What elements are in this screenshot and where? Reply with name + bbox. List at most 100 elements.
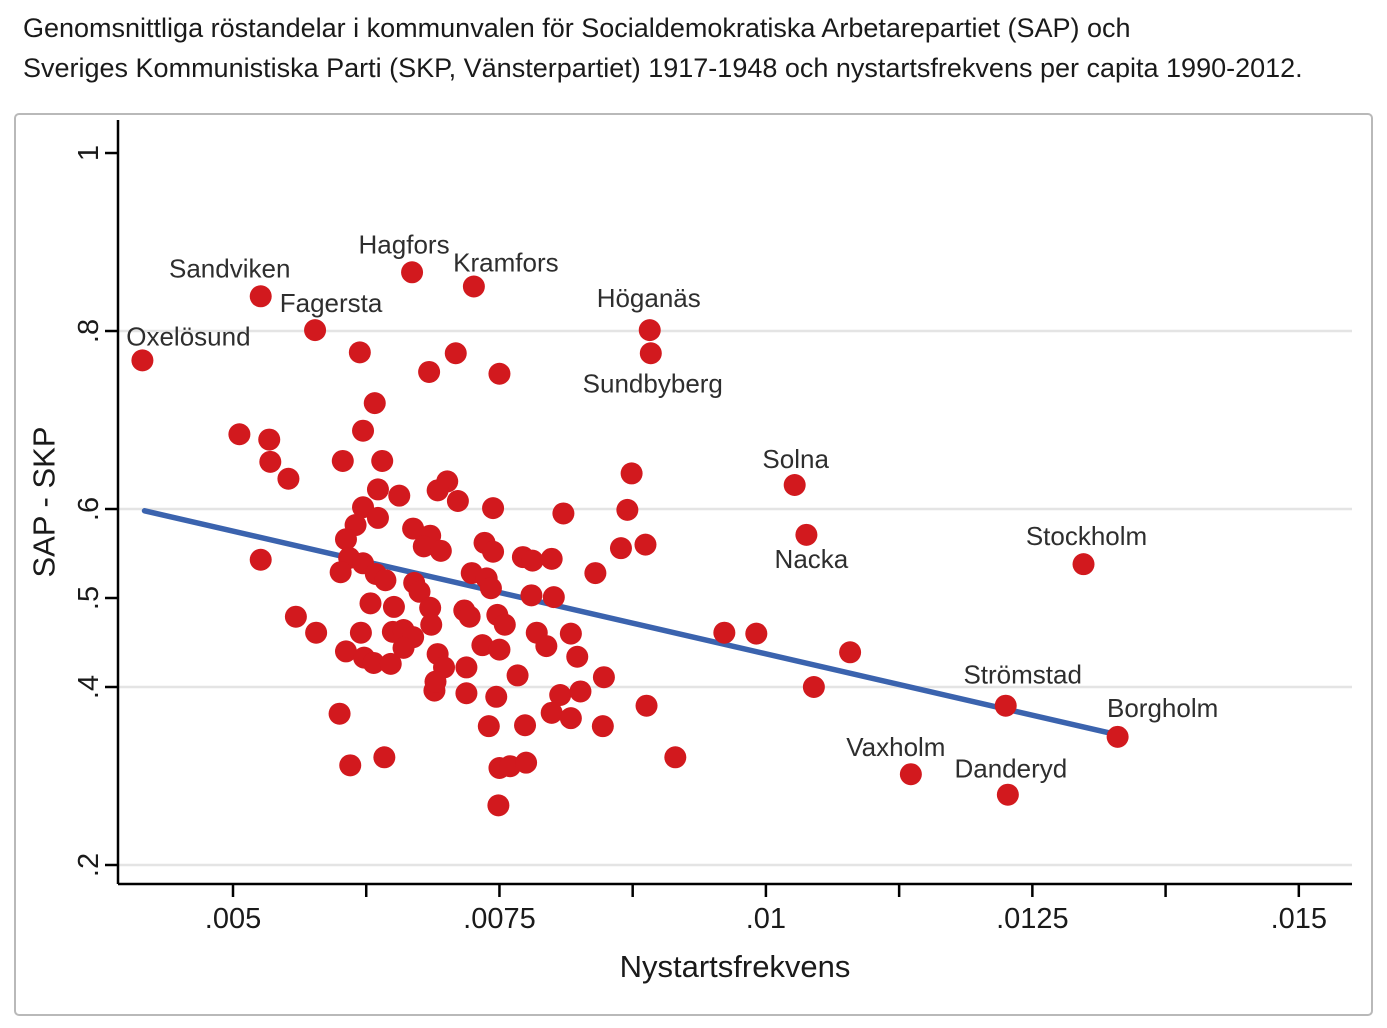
data-point	[359, 592, 382, 615]
y-axis-title: SAP - SKP	[27, 426, 62, 577]
data-point	[487, 794, 510, 817]
data-point	[635, 694, 658, 717]
data-point	[540, 547, 563, 570]
data-point	[520, 584, 543, 607]
data-point	[444, 342, 467, 365]
point-label-kramfors: Kramfors	[453, 248, 558, 278]
data-point	[802, 676, 825, 699]
x-tick-label-.0075: .0075	[463, 903, 536, 935]
data-point	[382, 595, 405, 618]
data-point	[331, 449, 354, 472]
data-point	[493, 613, 516, 636]
data-point	[488, 638, 511, 661]
data-point-hoganas	[638, 319, 661, 342]
chart-title-line2: Sveriges Kommunistiska Parti (SKP, Vänst…	[23, 53, 1303, 83]
data-point	[713, 621, 736, 644]
data-point	[402, 517, 425, 540]
chart-title-line1: Genomsnittliga röstandelar i kommunvalen…	[23, 13, 1131, 43]
data-point-stockholm	[1072, 553, 1095, 576]
data-point	[392, 636, 415, 659]
data-point	[488, 362, 511, 385]
data-point	[471, 634, 494, 657]
data-point	[569, 680, 592, 703]
data-point	[559, 707, 582, 730]
data-point	[362, 651, 385, 674]
y-tick-label-.4: .4	[73, 675, 105, 699]
data-point	[339, 754, 362, 777]
data-point	[549, 684, 572, 707]
data-point	[412, 535, 435, 558]
data-point	[373, 746, 396, 769]
data-point-sundbyberg	[639, 342, 662, 365]
data-point	[485, 685, 508, 708]
data-point	[482, 497, 505, 520]
data-point	[542, 586, 565, 609]
data-point	[535, 635, 558, 658]
data-point-nacka	[795, 523, 818, 546]
data-point	[363, 392, 386, 415]
x-tick-label-.005: .005	[205, 903, 261, 935]
point-label-stockholm: Stockholm	[1026, 521, 1147, 551]
data-point	[620, 462, 643, 485]
data-point	[479, 577, 502, 600]
data-point	[514, 714, 537, 737]
point-label-hagfors: Hagfors	[359, 229, 450, 259]
data-point	[277, 467, 300, 490]
data-point	[349, 621, 372, 644]
data-point-solna	[783, 473, 806, 496]
data-point	[521, 549, 544, 572]
data-point	[329, 561, 352, 584]
point-label-sundbyberg: Sundbyberg	[583, 368, 723, 398]
data-point	[418, 360, 441, 383]
data-point	[305, 621, 328, 644]
chart-title: Genomsnittliga röstandelar i kommunvalen…	[23, 8, 1303, 88]
data-point	[408, 580, 431, 603]
data-point	[566, 645, 589, 668]
data-point	[839, 641, 862, 664]
data-point	[258, 428, 281, 451]
data-point	[371, 449, 394, 472]
x-tick-label-.015: .015	[1271, 903, 1327, 935]
y-tick-label-.8: .8	[73, 319, 105, 343]
data-point	[634, 533, 657, 556]
data-point-borgholm	[1106, 725, 1129, 748]
y-tick-label-.2: .2	[73, 853, 105, 877]
data-point	[249, 548, 272, 571]
point-label-vaxholm: Vaxholm	[846, 732, 945, 762]
data-point	[328, 702, 351, 725]
data-point	[259, 450, 282, 473]
x-tick-label-.0125: .0125	[996, 903, 1069, 935]
point-label-stromstad: Strömstad	[963, 660, 1082, 690]
data-point	[228, 423, 251, 446]
y-tick-label-.6: .6	[73, 497, 105, 521]
data-point-fagersta	[304, 319, 327, 342]
data-point	[506, 664, 529, 687]
data-point-hagfors	[401, 261, 424, 284]
data-point	[334, 640, 357, 663]
data-point	[366, 478, 389, 501]
data-point	[446, 489, 469, 512]
data-point	[429, 539, 452, 562]
data-point	[609, 537, 632, 560]
data-point	[455, 682, 478, 705]
data-point	[379, 652, 402, 675]
data-point	[366, 506, 389, 529]
data-point	[515, 751, 538, 774]
data-point	[419, 596, 442, 619]
y-tick-label-1: 1	[73, 145, 105, 161]
data-point	[745, 622, 768, 645]
point-label-hoganas: Höganäs	[597, 283, 701, 313]
data-point	[552, 502, 575, 525]
data-point	[424, 670, 447, 693]
data-point	[482, 540, 505, 563]
point-label-sandviken: Sandviken	[169, 253, 290, 283]
data-point	[584, 562, 607, 585]
data-point	[334, 528, 357, 551]
data-point	[374, 569, 397, 592]
data-point	[455, 656, 478, 679]
data-point-danderyd	[996, 783, 1019, 806]
point-label-borgholm: Borgholm	[1107, 693, 1218, 723]
data-point	[388, 484, 411, 507]
